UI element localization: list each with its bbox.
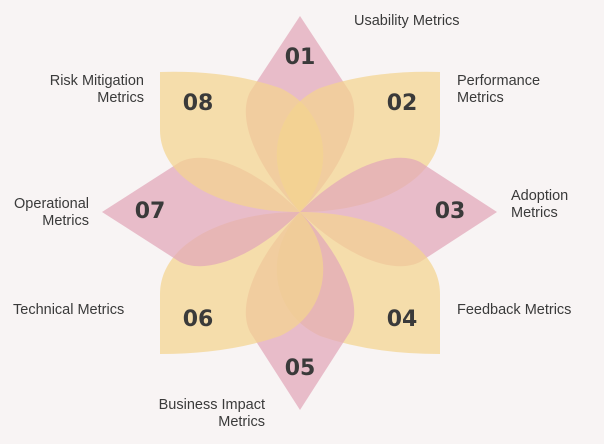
label-usability-metrics: Usability Metrics — [354, 13, 460, 29]
label-operational-metrics: Operational Metrics — [14, 196, 89, 229]
petal-number-02: 02 — [387, 91, 418, 116]
petal-number-08: 08 — [183, 91, 214, 116]
petal-number-06: 06 — [183, 307, 214, 332]
label-adoption-metrics: Adoption Metrics — [511, 188, 569, 221]
label-performance-metrics: Performance Metrics — [457, 73, 541, 106]
petal-number-01: 01 — [285, 45, 316, 70]
label-business-impact-metrics: Business Impact Metrics — [158, 397, 265, 430]
petal-number-03: 03 — [435, 199, 466, 224]
petal-number-04: 04 — [387, 307, 418, 332]
petal-08 — [160, 71, 324, 212]
label-technical-metrics: Technical Metrics — [13, 302, 125, 318]
petal-number-05: 05 — [285, 356, 316, 381]
label-risk-mitigation-metrics: Risk Mitigation Metrics — [49, 73, 144, 106]
label-feedback-metrics: Feedback Metrics — [457, 302, 572, 318]
petal-number-07: 07 — [135, 199, 166, 224]
